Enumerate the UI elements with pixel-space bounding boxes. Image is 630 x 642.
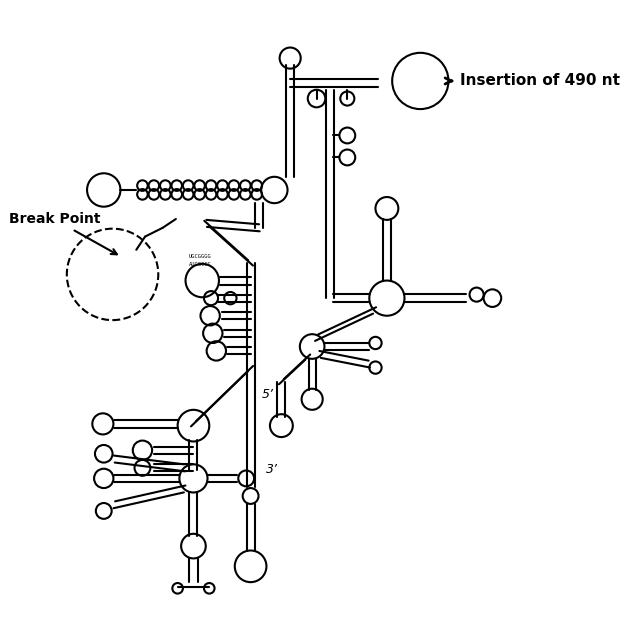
Text: AUGGCCC: AUGGCCC bbox=[189, 262, 212, 267]
Text: 3’: 3’ bbox=[266, 463, 278, 476]
Text: UGCGGGG: UGCGGGG bbox=[189, 254, 212, 259]
Text: Insertion of 490 nt: Insertion of 490 nt bbox=[445, 73, 620, 89]
Text: 5’: 5’ bbox=[262, 388, 274, 401]
Text: Break Point: Break Point bbox=[9, 213, 117, 254]
